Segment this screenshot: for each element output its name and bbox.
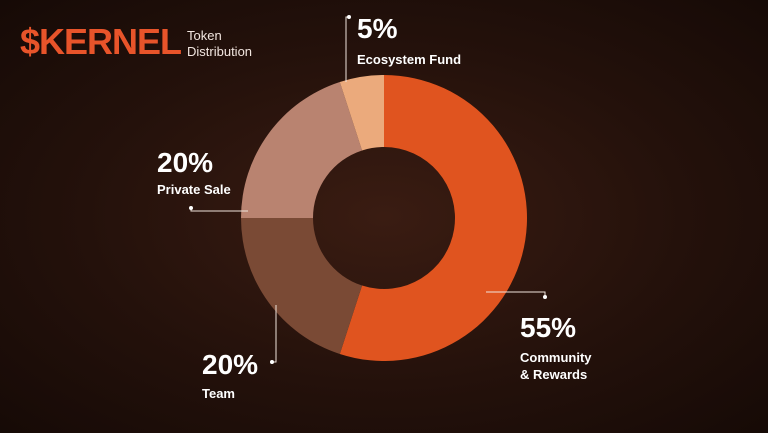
pct-private-sale: 20% <box>157 147 214 178</box>
pct-community: 55% <box>520 312 577 343</box>
slice-private-sale <box>241 81 363 218</box>
leader-line-ecosystem <box>345 16 349 82</box>
leader-line-private-sale <box>190 208 248 212</box>
slice-team <box>241 218 363 355</box>
label-private-sale: Private Sale <box>157 182 231 197</box>
chart-subtitle: Token Distribution <box>187 28 252 60</box>
slice-ecosystem-fund <box>339 75 384 151</box>
leader-dot-ecosystem <box>347 15 351 19</box>
pct-ecosystem: 5% <box>357 13 398 44</box>
leader-dot-private-sale <box>189 206 193 210</box>
brand-title: $KERNEL <box>20 21 182 62</box>
leader-dot-community <box>543 295 547 299</box>
leader-dot-team <box>270 360 274 364</box>
leader-line-team <box>272 305 277 363</box>
pct-team: 20% <box>202 349 259 380</box>
slice-community-rewards <box>339 75 528 362</box>
label-community: Community & Rewards <box>520 349 592 383</box>
subtitle-line-1: Token <box>187 28 222 43</box>
label-community-line-1: Community <box>520 350 592 365</box>
label-team: Team <box>202 386 235 401</box>
subtitle-line-2: Distribution <box>187 44 253 59</box>
label-community-line-2: & Rewards <box>520 367 588 382</box>
label-ecosystem: Ecosystem Fund <box>357 52 462 67</box>
